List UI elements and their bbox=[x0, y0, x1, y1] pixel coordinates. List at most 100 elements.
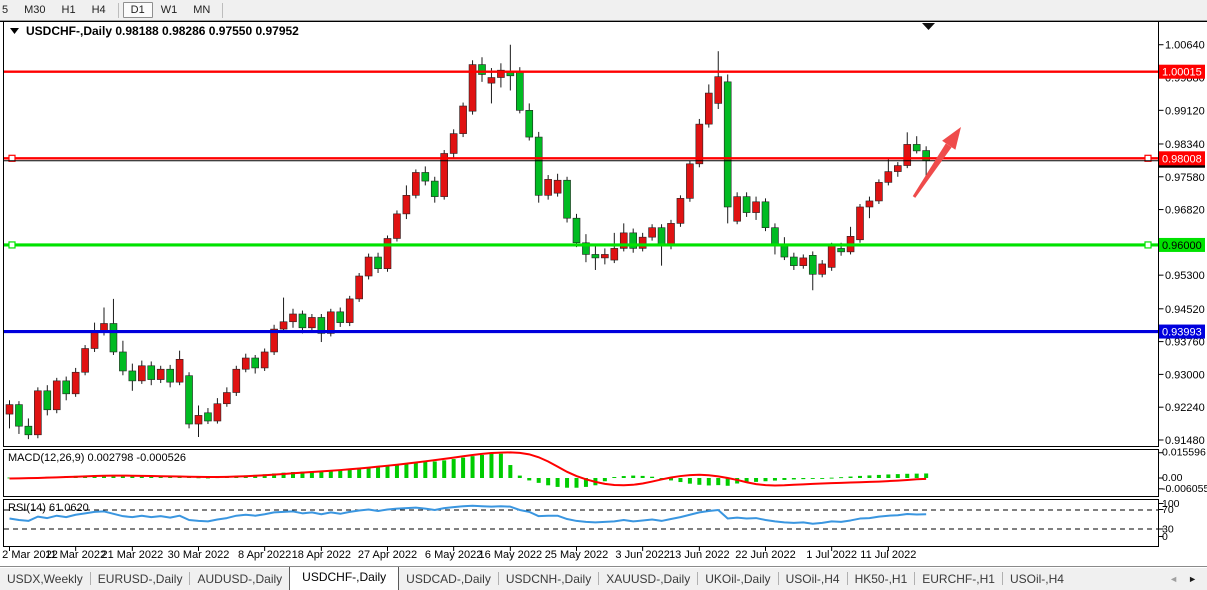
macd-hist-bar bbox=[848, 476, 853, 478]
macd-hist-bar bbox=[650, 476, 655, 478]
candle-down bbox=[430, 180, 439, 197]
candle-down bbox=[591, 254, 600, 259]
candle-up bbox=[695, 123, 704, 165]
chart-title: USDCHF-,Daily 0.98188 0.98286 0.97550 0.… bbox=[26, 24, 299, 38]
tab-separator bbox=[697, 572, 699, 585]
macd-hist-bar bbox=[328, 470, 333, 478]
chart-window-bg bbox=[0, 21, 1207, 565]
macd-hist-bar bbox=[858, 475, 862, 478]
candle-up bbox=[497, 69, 505, 78]
candle-up bbox=[5, 404, 14, 415]
candle-up bbox=[402, 195, 411, 215]
tab-USDCNH-,Daily[interactable]: USDCNH-,Daily bbox=[505, 571, 592, 586]
timeframe-button-M30[interactable]: M30 bbox=[24, 4, 46, 16]
macd-hist-bar bbox=[527, 478, 532, 481]
timeframe-button-5[interactable]: 5 bbox=[2, 4, 9, 16]
macd-hist-bar bbox=[404, 463, 409, 478]
tab-scroll-left-icon[interactable]: ◄ bbox=[1169, 573, 1179, 584]
level-badge-1.00015 bbox=[1159, 64, 1205, 79]
candle-down bbox=[723, 81, 732, 208]
tab-AUDUSD-,Daily[interactable]: AUDUSD-,Daily bbox=[197, 571, 283, 586]
rsi-scale-label: 100 bbox=[1162, 498, 1180, 510]
candle-down bbox=[128, 370, 137, 382]
macd-hist-bar bbox=[678, 478, 683, 483]
hline-handle[interactable] bbox=[1144, 241, 1152, 249]
tab-separator bbox=[598, 572, 600, 585]
macd-hist-bar bbox=[763, 478, 768, 482]
tab-HK50-,H1[interactable]: HK50-,H1 bbox=[854, 571, 908, 586]
level-badge-label: 0.93993 bbox=[1162, 327, 1202, 339]
hline-handle[interactable] bbox=[8, 241, 16, 249]
candle-up bbox=[865, 200, 874, 208]
candle-up bbox=[601, 254, 609, 259]
macd-hist-bar bbox=[725, 478, 730, 486]
macd-hist-bar bbox=[319, 471, 324, 478]
macd-hist-bar bbox=[583, 478, 588, 487]
timeframe-button-H1[interactable]: H1 bbox=[61, 4, 76, 16]
macd-hist-bar bbox=[867, 475, 872, 478]
macd-hist-bar bbox=[149, 476, 154, 478]
trend-arrow-shaft[interactable] bbox=[912, 143, 952, 198]
macd-hist-bar bbox=[706, 478, 711, 486]
candle-down bbox=[629, 232, 638, 249]
candle-up bbox=[752, 201, 760, 213]
tab-separator bbox=[497, 572, 499, 585]
candle-down bbox=[43, 390, 52, 411]
candle-down bbox=[62, 380, 71, 395]
candle-up bbox=[544, 179, 552, 196]
price-tick-label: 0.97580 bbox=[1165, 172, 1205, 184]
tab-EURCHF-,H1[interactable]: EURCHF-,H1 bbox=[922, 571, 995, 586]
tab-separator bbox=[914, 572, 916, 585]
macd-hist-bar bbox=[829, 477, 834, 479]
tab-scroll-right-icon[interactable]: ► bbox=[1188, 573, 1197, 584]
macd-hist-bar bbox=[517, 475, 522, 478]
macd-hist-bar bbox=[413, 462, 418, 478]
candle-up bbox=[412, 172, 420, 196]
candle-up bbox=[345, 298, 354, 323]
tab-USDCAD-,Daily[interactable]: USDCAD-,Daily bbox=[406, 571, 491, 586]
price-tick-label: 0.96820 bbox=[1165, 205, 1205, 217]
timeframe-button-D1[interactable]: D1 bbox=[122, 2, 153, 18]
candle-up bbox=[213, 403, 222, 422]
level-badge-label: 1.00015 bbox=[1162, 67, 1202, 79]
timeframe-button-W1[interactable]: W1 bbox=[160, 4, 178, 16]
hline-handle[interactable] bbox=[8, 154, 16, 162]
rsi-line bbox=[9, 504, 927, 525]
candle-down bbox=[166, 368, 174, 383]
macd-hist-bar bbox=[555, 478, 560, 487]
symbol-dropdown-icon[interactable] bbox=[10, 28, 19, 34]
tab-EURUSD-,Daily[interactable]: EURUSD-,Daily bbox=[97, 571, 183, 586]
timeframe-button-MN[interactable]: MN bbox=[193, 4, 211, 16]
tab-USOil-,H4[interactable]: USOil-,H4 bbox=[785, 571, 840, 586]
candle-up bbox=[260, 351, 269, 369]
date-label: 27 Apr 2022 bbox=[358, 549, 417, 561]
candle-up bbox=[241, 357, 250, 370]
level-badge-label: 0.96000 bbox=[1162, 240, 1202, 252]
hline-handle[interactable] bbox=[1144, 154, 1152, 162]
tab-UKOil-,Daily[interactable]: UKOil-,Daily bbox=[705, 571, 771, 586]
candle-up bbox=[90, 331, 99, 349]
macd-hist-bar bbox=[139, 476, 144, 478]
date-label: 30 Mar 2022 bbox=[168, 549, 230, 561]
macd-hist-bar bbox=[130, 476, 135, 478]
candle-up bbox=[156, 368, 165, 380]
macd-hist-bar bbox=[489, 452, 494, 478]
macd-label: MACD(12,26,9) 0.002798 -0.000526 bbox=[8, 452, 186, 464]
candle-up bbox=[289, 313, 297, 323]
candle-up bbox=[81, 348, 89, 373]
tab-XAUUSD-,Daily[interactable]: XAUUSD-,Daily bbox=[606, 571, 691, 586]
toolbar-separator bbox=[117, 2, 119, 18]
candle-up bbox=[326, 311, 335, 334]
tab-USDX,Weekly[interactable]: USDX,Weekly bbox=[7, 571, 83, 586]
candle-down bbox=[24, 425, 33, 436]
tab-USOil-,H4[interactable]: USOil-,H4 bbox=[1009, 571, 1064, 586]
macd-hist-bar bbox=[394, 465, 399, 478]
candle-up bbox=[884, 171, 893, 183]
tab-USDCHF-,Daily-active[interactable]: USDCHF-,Daily bbox=[289, 567, 400, 590]
candle-down bbox=[336, 311, 345, 323]
macd-hist-bar bbox=[631, 475, 636, 478]
timeframe-button-H4[interactable]: H4 bbox=[91, 4, 106, 16]
candle-down bbox=[147, 365, 156, 380]
trend-arrow-head[interactable] bbox=[942, 127, 961, 150]
